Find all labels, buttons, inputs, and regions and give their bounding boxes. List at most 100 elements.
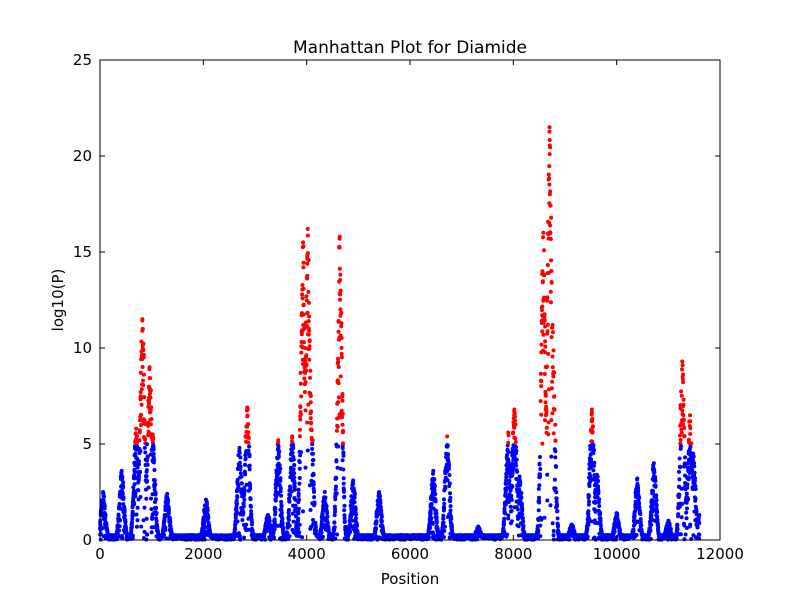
data-point — [505, 532, 510, 537]
data-point — [144, 468, 149, 473]
data-point — [336, 400, 341, 405]
data-point — [246, 430, 251, 435]
data-point — [206, 516, 211, 520]
data-point — [241, 504, 246, 509]
data-point — [513, 414, 517, 419]
data-point — [448, 495, 453, 500]
data-point — [276, 454, 281, 458]
data-point — [239, 481, 244, 486]
data-point — [549, 280, 554, 284]
data-point — [163, 525, 168, 530]
data-point — [138, 370, 143, 375]
data-point — [291, 467, 296, 472]
data-point — [513, 418, 517, 423]
data-point — [537, 483, 542, 488]
data-point — [235, 495, 240, 500]
data-point — [324, 504, 329, 509]
data-point — [510, 471, 515, 476]
data-point — [550, 521, 555, 526]
data-point — [246, 448, 251, 453]
data-point — [336, 381, 341, 386]
data-point — [586, 522, 591, 527]
data-point — [129, 522, 134, 527]
data-point — [551, 374, 556, 379]
data-point — [142, 372, 146, 377]
data-point — [250, 528, 255, 533]
data-point — [555, 516, 560, 521]
data-point — [448, 504, 453, 509]
data-point — [151, 451, 156, 456]
data-point — [141, 383, 146, 387]
data-point — [342, 513, 347, 518]
data-point — [511, 430, 516, 435]
data-point — [301, 312, 306, 317]
data-point — [545, 263, 550, 267]
data-point — [243, 462, 248, 467]
data-point — [353, 506, 358, 511]
data-point — [275, 523, 280, 528]
data-point — [311, 482, 316, 487]
data-point — [304, 353, 309, 358]
data-point — [151, 436, 156, 441]
data-point — [536, 486, 541, 491]
data-point — [272, 517, 277, 522]
data-point — [121, 496, 126, 501]
data-point — [341, 441, 345, 446]
data-point — [301, 509, 305, 514]
data-point — [272, 535, 276, 540]
data-point — [154, 518, 159, 523]
data-point — [321, 516, 326, 521]
data-point — [138, 418, 142, 423]
data-point — [335, 424, 340, 429]
data-point — [553, 449, 558, 454]
data-point — [502, 516, 507, 521]
data-point — [542, 515, 547, 520]
data-point — [538, 371, 543, 376]
data-point — [448, 508, 453, 513]
data-point — [432, 477, 437, 482]
data-point — [301, 265, 306, 270]
data-point — [167, 507, 171, 512]
data-point — [554, 464, 559, 469]
data-point — [135, 465, 140, 470]
data-point — [542, 248, 546, 253]
data-point — [145, 479, 149, 484]
data-point — [300, 535, 305, 540]
data-point — [100, 526, 105, 530]
data-point — [298, 405, 303, 409]
data-point — [319, 530, 324, 535]
data-point — [547, 182, 552, 187]
data-point — [552, 477, 557, 482]
data-point — [233, 527, 238, 532]
data-point — [510, 484, 515, 489]
data-point — [296, 506, 301, 511]
data-point — [538, 523, 543, 528]
data-point — [430, 521, 435, 526]
data-point — [612, 529, 617, 534]
data-point — [151, 443, 156, 448]
data-point — [342, 519, 347, 524]
data-point — [448, 491, 452, 496]
data-point — [292, 471, 297, 476]
data-point — [513, 440, 518, 444]
data-point — [305, 310, 310, 315]
data-point — [234, 508, 239, 513]
data-point — [168, 520, 173, 525]
data-point — [137, 428, 142, 433]
data-point — [237, 450, 242, 455]
data-point — [549, 269, 554, 273]
data-point — [138, 390, 143, 395]
data-point — [243, 456, 248, 461]
data-point — [552, 370, 557, 375]
data-point — [139, 387, 144, 392]
data-point — [549, 215, 554, 220]
data-point — [591, 424, 595, 429]
data-point — [238, 455, 243, 460]
data-point — [540, 280, 545, 285]
data-point — [145, 442, 149, 447]
data-point — [147, 401, 151, 406]
data-point — [240, 518, 245, 522]
data-point — [299, 412, 303, 417]
data-point — [550, 379, 555, 384]
data-point — [338, 278, 343, 282]
